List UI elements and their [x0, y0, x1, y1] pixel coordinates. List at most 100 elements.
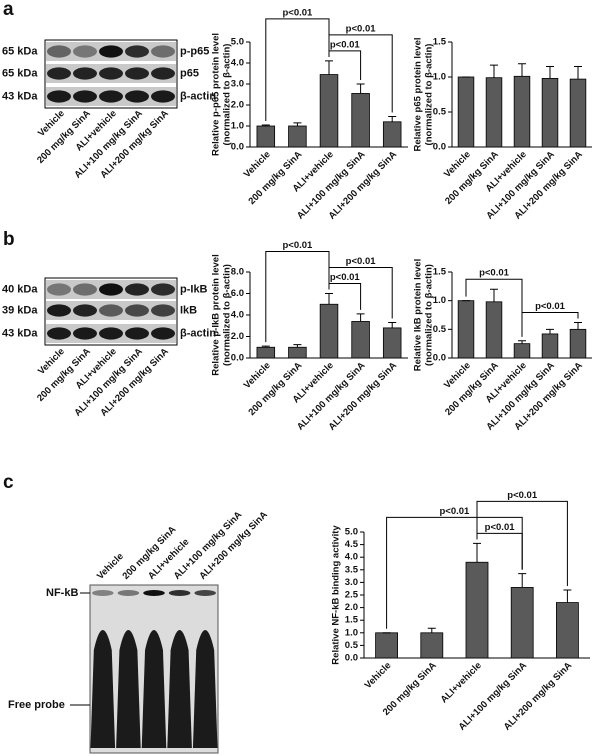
y-tick-label: 0.5: [433, 324, 447, 335]
blot-band: [99, 90, 123, 103]
bar: [513, 343, 531, 359]
y-tick-label: 1.0: [433, 295, 446, 306]
y-tick-label: 2.0: [231, 331, 244, 342]
band-name: NF-kB: [46, 587, 78, 599]
panel-label: a: [3, 0, 14, 20]
y-tick-label: 0.0: [231, 142, 244, 153]
bar: [288, 346, 307, 359]
band-name: Free probe: [8, 699, 65, 711]
y-tick-label: 3.0: [231, 79, 244, 90]
blot-band: [47, 304, 71, 317]
significance-label: p<0.01: [479, 268, 510, 279]
y-axis-label: Relative NF-kB binding activity: [331, 525, 342, 665]
band-name: β-actin: [180, 327, 216, 339]
y-axis-label: (normalized to β-actin): [222, 264, 233, 366]
bar: [375, 632, 399, 659]
gel-smear: [167, 630, 192, 748]
band-name: IkB: [180, 304, 197, 316]
blot-band: [47, 283, 71, 296]
error-bar: [574, 66, 582, 80]
bar: [351, 321, 370, 359]
gel-band: [194, 590, 216, 596]
blot-band: [125, 45, 149, 58]
error-bar: [356, 313, 365, 322]
error-bar: [490, 288, 498, 302]
x-tick-label: Vehicle: [242, 149, 273, 180]
y-tick-label: 1.5: [345, 615, 359, 626]
significance-label: p<0.01: [282, 7, 313, 18]
bar: [288, 125, 307, 148]
error-bar: [546, 66, 554, 79]
y-axis-label: Relative p-IkB protein level: [211, 254, 222, 375]
error-bar: [518, 340, 526, 344]
significance-label: p<0.01: [346, 256, 377, 267]
blot-band: [151, 327, 175, 340]
error-bar: [325, 60, 333, 75]
blot-band: [151, 304, 175, 317]
y-tick-label: 1.5: [433, 37, 447, 48]
y-tick-label: 4.0: [231, 58, 244, 69]
y-tick-label: 0.0: [345, 653, 358, 664]
blot-band: [73, 67, 97, 80]
blot-band: [99, 67, 123, 80]
blot-band: [151, 283, 175, 296]
significance-bracket: [265, 18, 330, 121]
error-bar: [388, 116, 397, 122]
y-axis-label: Relative p-p65 protein level: [211, 33, 222, 156]
y-tick-label: 0.0: [433, 353, 446, 364]
y-tick-label: 4.0: [345, 552, 358, 563]
error-bar: [518, 63, 526, 77]
y-tick-label: 0.5: [345, 640, 359, 651]
bar: [569, 78, 587, 148]
bar: [569, 328, 587, 359]
bar: [556, 602, 579, 659]
band-size: 65 kDa: [2, 67, 38, 79]
band-size: 65 kDa: [2, 45, 38, 57]
significance-bracket: [465, 278, 523, 337]
blot-band: [47, 67, 71, 80]
bar: [485, 301, 503, 359]
bar: [319, 303, 339, 359]
band-size: 43 kDa: [2, 327, 38, 339]
bar: [351, 93, 370, 148]
band-size: 39 kDa: [2, 304, 38, 316]
band-name: p-IkB: [180, 283, 208, 295]
error-bar: [473, 542, 481, 563]
bar: [457, 300, 475, 359]
y-axis-label: (normalized to β-actin): [222, 44, 233, 146]
panel-label: b: [3, 229, 15, 250]
bar: [256, 346, 276, 359]
y-tick-label: 0.5: [433, 107, 447, 118]
blot-band: [47, 45, 71, 58]
blot-band: [47, 327, 71, 340]
error-bar: [293, 344, 302, 348]
bar: [541, 333, 559, 359]
y-axis-label: Relative p65 protein level: [413, 37, 424, 151]
gel-band: [117, 590, 140, 596]
bar: [513, 75, 531, 148]
y-axis-label: (normalized to β-actin): [424, 44, 435, 146]
y-tick-label: 5.0: [345, 527, 358, 538]
band-size: 43 kDa: [2, 90, 38, 102]
panel-label: c: [3, 472, 14, 493]
gel-band: [143, 590, 165, 596]
y-tick-label: 6.0: [231, 288, 244, 299]
x-tick-label: ALI+vehicle: [439, 660, 484, 705]
y-tick-label: 3.5: [345, 564, 359, 575]
y-tick-label: 8.0: [231, 267, 244, 278]
blot-band: [125, 327, 149, 340]
blot-band: [99, 327, 123, 340]
error-bar: [261, 345, 270, 348]
blot-band: [151, 67, 175, 80]
bar: [510, 587, 534, 659]
blot-band: [73, 304, 97, 317]
blot-band: [125, 67, 149, 80]
band-size: 40 kDa: [2, 283, 38, 295]
bar: [420, 632, 444, 659]
blot-band: [73, 283, 97, 296]
blot-band: [125, 304, 149, 317]
gel-band: [168, 590, 191, 596]
bar: [485, 77, 503, 148]
error-bar: [356, 83, 365, 94]
